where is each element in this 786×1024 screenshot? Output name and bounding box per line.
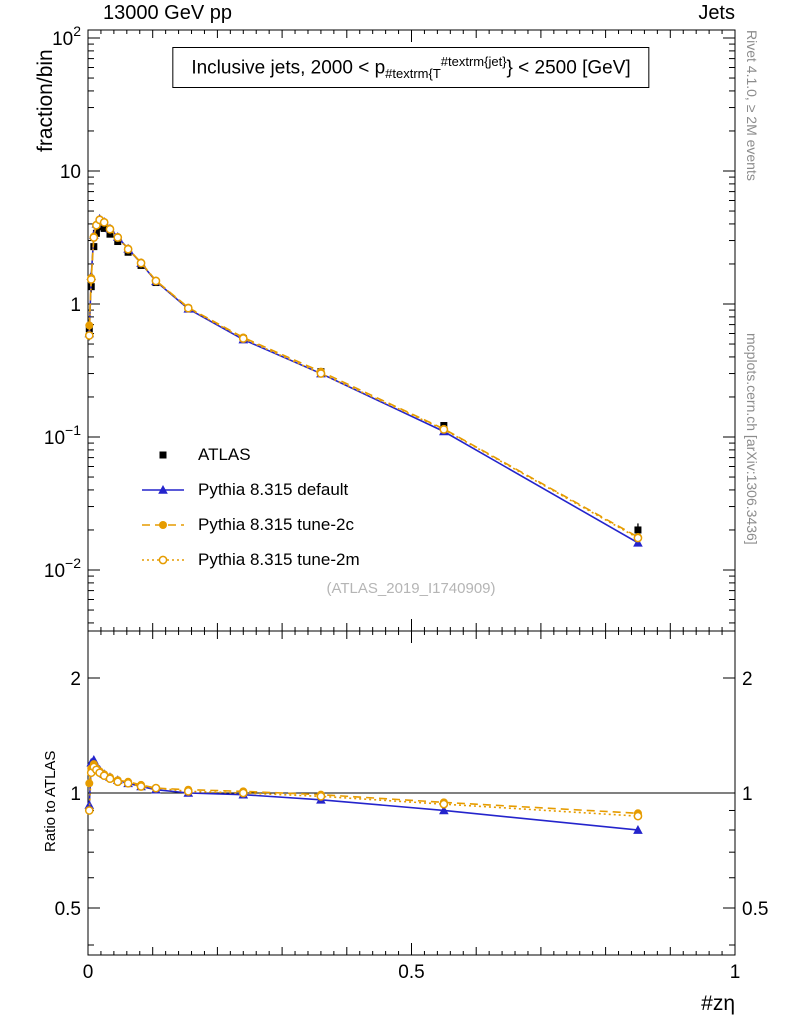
svg-text:1: 1	[730, 962, 741, 983]
legend-swatch-pythia-tune2m	[142, 555, 184, 564]
x-axis-title: #zη	[701, 992, 735, 1015]
beam-energy-label: 13000 GeV pp	[103, 2, 232, 24]
svg-text:10: 10	[60, 162, 81, 183]
svg-text:0: 0	[83, 962, 94, 983]
legend: ATLAS Pythia 8.315 default Pythia 8.315 …	[140, 437, 360, 577]
rivet-version-label: Rivet 4.1.0, ≥ 2M events	[744, 30, 760, 181]
legend-swatch-atlas	[159, 451, 167, 458]
legend-label-pythia-default: Pythia 8.315 default	[198, 479, 349, 499]
svg-text:2: 2	[70, 669, 81, 690]
ratio-series-2	[85, 760, 642, 818]
svg-text:0.5: 0.5	[742, 899, 768, 920]
svg-text:10−2: 10−2	[44, 555, 81, 582]
process-label: Jets	[698, 2, 735, 24]
legend-label-pythia-tune2m: Pythia 8.315 tune-2m	[198, 549, 360, 569]
svg-text:1: 1	[70, 784, 81, 805]
svg-text:2: 2	[742, 669, 753, 690]
legend-swatch-pythia-tune2c	[142, 520, 184, 529]
ratio-series-1	[84, 755, 643, 834]
main-series-3	[84, 215, 643, 543]
plot-title-sup: #textrm{jet}	[440, 54, 507, 69]
y-axis-title-main: fraction/bin	[34, 49, 57, 152]
legend-swatch-pythia-default	[142, 484, 184, 494]
svg-text:1: 1	[70, 295, 81, 316]
plot-title: Inclusive jets, 2000 < p#textrm{T#textrm…	[172, 47, 650, 89]
legend-item-pythia-tune2m: Pythia 8.315 tune-2m	[140, 542, 360, 577]
y-axis-title-ratio: Ratio to ATLAS	[42, 750, 59, 852]
plot-title-prefix: Inclusive jets, 2000 < p	[191, 57, 386, 79]
analysis-id-watermark: (ATLAS_2019_I1740909)	[326, 580, 496, 597]
ratio-series-3	[84, 762, 643, 821]
svg-text:10−1: 10−1	[44, 422, 81, 449]
svg-text:1: 1	[742, 784, 753, 805]
legend-item-atlas: ATLAS	[140, 437, 360, 472]
legend-item-pythia-tune2c: Pythia 8.315 tune-2c	[140, 507, 360, 542]
mcplots-reference-label: mcplots.cern.ch [arXiv:1306.3436]	[744, 333, 760, 545]
legend-label-pythia-tune2c: Pythia 8.315 tune-2c	[198, 514, 354, 534]
plot-title-sub: #textrm{T	[385, 66, 441, 82]
legend-label-atlas: ATLAS	[198, 444, 251, 464]
plot-title-suffix: } < 2500 [GeV]	[506, 57, 631, 79]
tick-labels: 102 10 1 10−1 10−2 0.5 0.5 1 1 2 2 0 0.5 1	[44, 23, 769, 983]
legend-item-pythia-default: Pythia 8.315 default	[140, 472, 360, 507]
svg-text:0.5: 0.5	[398, 962, 424, 983]
svg-text:102: 102	[52, 23, 81, 50]
axes	[87, 29, 736, 956]
svg-text:0.5: 0.5	[55, 899, 81, 920]
